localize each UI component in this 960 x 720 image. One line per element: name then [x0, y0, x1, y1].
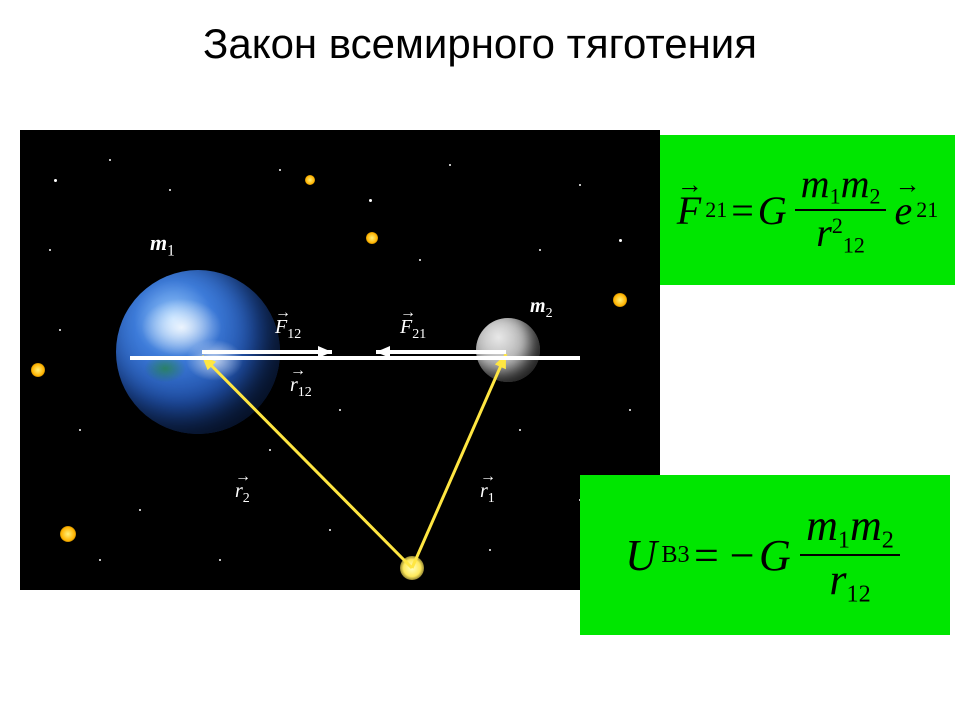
force-formula: F21 = Gm1m2r212e21	[660, 135, 955, 285]
label-r1: r1	[480, 480, 495, 507]
gravitation-diagram: m1 m2 F12 F21 r12 r2 r1	[20, 130, 660, 590]
potential-energy-formula: UВ3 = −Gm1m2r12	[580, 475, 950, 635]
label-m2: m2	[530, 295, 553, 322]
slide: Закон всемирного тяготения m1 m2 F12 F21 r12…	[0, 0, 960, 720]
star	[269, 449, 271, 451]
label-f12: F12	[275, 316, 301, 343]
star	[49, 249, 51, 251]
star	[60, 526, 76, 542]
label-m1: m1	[150, 230, 175, 260]
star	[419, 259, 421, 261]
star	[366, 232, 378, 244]
label-f21: F21	[400, 316, 426, 343]
star	[279, 169, 281, 171]
star	[519, 429, 521, 431]
star	[219, 559, 221, 561]
star	[139, 509, 141, 511]
star	[329, 529, 331, 531]
star	[54, 179, 57, 182]
label-r2: r2	[235, 480, 250, 507]
star	[79, 429, 81, 431]
star	[539, 249, 541, 251]
star	[613, 293, 627, 307]
star	[339, 409, 341, 411]
label-r12: r12	[290, 374, 312, 401]
origin-point	[400, 556, 424, 580]
star	[169, 189, 171, 191]
star	[579, 184, 581, 186]
slide-title: Закон всемирного тяготения	[0, 20, 960, 68]
star	[449, 164, 451, 166]
star	[99, 559, 101, 561]
star	[31, 363, 45, 377]
moon	[476, 318, 540, 382]
star	[629, 409, 631, 411]
star	[59, 329, 61, 331]
star	[109, 159, 111, 161]
star	[369, 199, 372, 202]
star	[305, 175, 315, 185]
star	[619, 239, 622, 242]
earth	[116, 270, 280, 434]
star	[489, 549, 491, 551]
